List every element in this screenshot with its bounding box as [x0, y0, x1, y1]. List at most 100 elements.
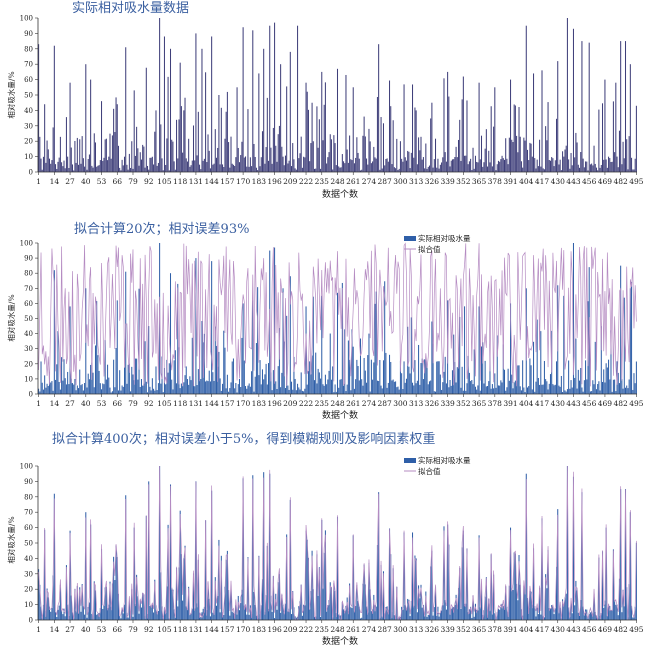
- x-tick-label: 495: [629, 625, 644, 634]
- bar: [159, 466, 161, 620]
- bar: [247, 109, 249, 172]
- bar: [215, 345, 218, 394]
- bar: [393, 167, 395, 172]
- bar: [92, 372, 94, 394]
- y-axis-label: 相对吸水量/%: [6, 516, 16, 563]
- bar: [85, 64, 87, 172]
- bar: [306, 91, 308, 172]
- bar: [183, 382, 185, 394]
- bar: [277, 582, 279, 620]
- x-tick-label: 274: [362, 177, 377, 186]
- bar: [577, 369, 579, 394]
- bar: [63, 608, 65, 620]
- bar: [499, 385, 501, 394]
- bar: [107, 364, 109, 394]
- bar: [340, 167, 342, 172]
- bar: [568, 360, 570, 394]
- bar: [282, 156, 284, 172]
- bar: [626, 587, 628, 620]
- bar: [94, 590, 96, 620]
- bar: [48, 158, 51, 172]
- bar: [86, 617, 88, 620]
- bar: [190, 613, 192, 620]
- bar: [414, 360, 416, 394]
- bar: [605, 159, 607, 172]
- bar: [206, 380, 208, 394]
- bar: [566, 466, 568, 620]
- bar: [99, 608, 101, 620]
- bar: [230, 584, 232, 620]
- bar: [203, 606, 205, 620]
- bar: [149, 157, 151, 172]
- bar: [496, 335, 498, 394]
- bar: [110, 158, 112, 172]
- bar: [334, 591, 336, 620]
- bar: [349, 583, 351, 620]
- bar: [533, 73, 535, 172]
- bar: [511, 139, 513, 172]
- bar: [254, 156, 256, 172]
- bar: [484, 148, 486, 172]
- bar: [441, 389, 443, 394]
- y-tick-label: 80: [24, 493, 33, 501]
- bar: [40, 158, 42, 172]
- bar: [526, 149, 529, 172]
- bar: [316, 106, 318, 172]
- bar: [363, 116, 365, 172]
- bar: [551, 157, 553, 172]
- bar: [254, 604, 256, 620]
- bar: [205, 72, 207, 172]
- y-tick-label: 50: [24, 540, 33, 548]
- bar: [497, 385, 499, 394]
- bar: [591, 611, 593, 620]
- bar: [524, 140, 526, 172]
- bar: [449, 379, 451, 394]
- bar: [609, 379, 611, 394]
- bar: [121, 385, 123, 394]
- bar: [627, 388, 629, 394]
- bar: [293, 356, 295, 394]
- bar: [105, 586, 107, 620]
- bar: [211, 36, 213, 173]
- bar: [313, 168, 316, 172]
- bar: [369, 141, 371, 172]
- bar: [166, 138, 168, 172]
- bar: [300, 584, 302, 620]
- bar: [412, 84, 414, 172]
- bar: [320, 616, 322, 620]
- bar: [431, 102, 433, 172]
- bar: [372, 609, 374, 620]
- bar: [222, 164, 224, 172]
- bar: [51, 608, 53, 620]
- bar: [330, 379, 332, 394]
- bar: [46, 140, 48, 172]
- bar: [606, 167, 608, 172]
- bar: [120, 170, 122, 172]
- bar: [416, 164, 418, 172]
- bar: [99, 160, 101, 172]
- bar: [47, 597, 49, 620]
- bar: [500, 159, 502, 172]
- bar: [533, 548, 535, 620]
- bar: [341, 282, 343, 394]
- bar: [617, 615, 619, 620]
- bar: [326, 611, 328, 620]
- bar: [136, 574, 138, 620]
- bar: [523, 137, 525, 172]
- bar: [536, 159, 538, 172]
- bar: [609, 606, 611, 620]
- bar: [382, 571, 384, 620]
- bar: [418, 585, 420, 620]
- bar: [286, 86, 288, 172]
- bar: [142, 385, 144, 394]
- bar: [585, 609, 587, 620]
- bar: [531, 389, 533, 394]
- bar: [443, 371, 445, 394]
- bar: [457, 356, 460, 394]
- bar: [278, 573, 280, 620]
- bar: [393, 615, 395, 620]
- bar: [635, 105, 637, 172]
- bar: [207, 134, 209, 172]
- bar: [305, 82, 307, 172]
- bar: [609, 158, 611, 172]
